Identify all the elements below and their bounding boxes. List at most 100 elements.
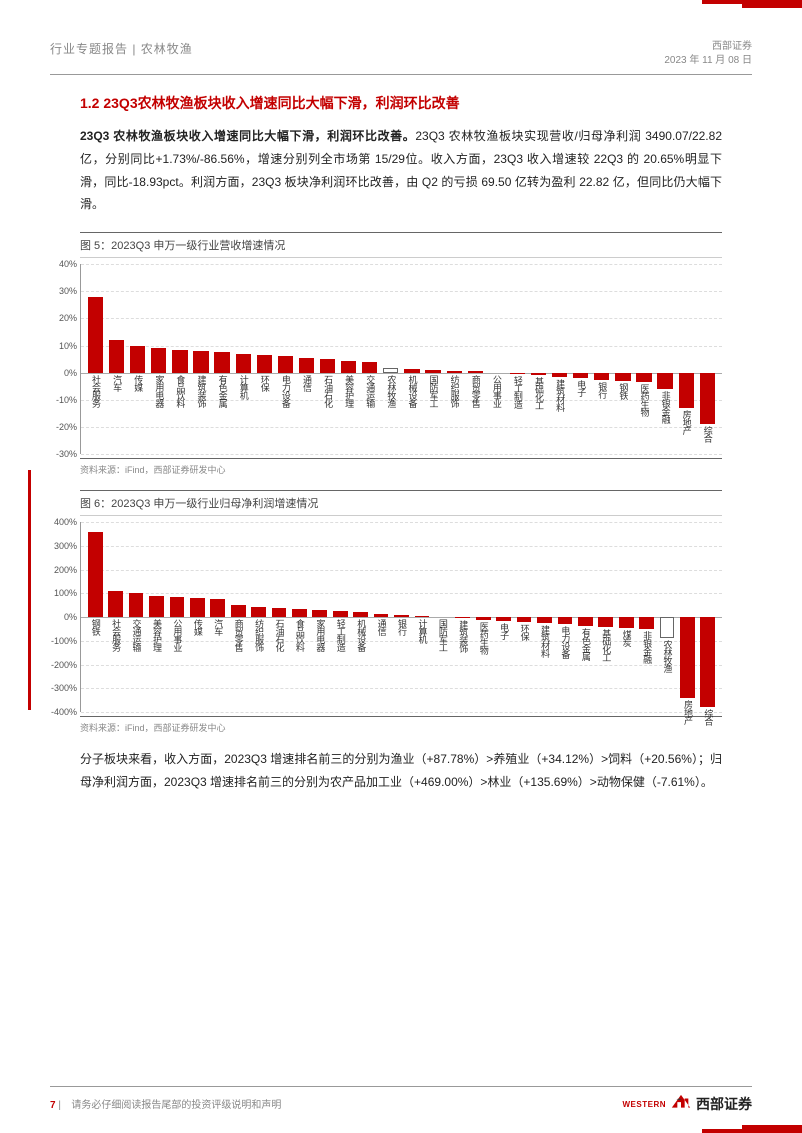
y-tick: 0% — [64, 612, 77, 622]
bottom-accent-2 — [702, 1129, 742, 1133]
bar-label: 农林牧渔 — [663, 640, 672, 672]
header-date: 2023 年 11 月 08 日 — [664, 54, 752, 68]
y-tick: -10% — [56, 395, 77, 405]
bar — [231, 605, 246, 617]
bar-label: 通信 — [302, 375, 311, 391]
bar — [425, 370, 440, 373]
logo-text: 西部证券 — [696, 1094, 752, 1114]
bar — [573, 373, 588, 378]
bar-label: 家用电器 — [315, 619, 324, 651]
bar-label: 公用事业 — [492, 375, 501, 407]
bar — [531, 373, 546, 376]
bar — [149, 596, 164, 617]
bar — [236, 354, 251, 373]
top-accent-2 — [702, 0, 742, 4]
bar — [578, 617, 593, 625]
bar — [657, 373, 672, 389]
paragraph-2: 分子板块来看，收入方面，2023Q3 增速排名前三的分别为渔业（+87.78%）… — [80, 748, 722, 794]
bar-label: 通信 — [377, 619, 386, 635]
bar-label: 建筑装饰 — [197, 375, 206, 407]
page-header: 行业专题报告 | 农林牧渔 西部证券 2023 年 11 月 08 日 — [50, 40, 752, 75]
bar — [251, 607, 266, 618]
y-tick: -400% — [51, 707, 77, 717]
bar-label: 美容护理 — [152, 619, 161, 651]
bar-label: 美容护理 — [344, 375, 353, 407]
footer-left: 7 | 请务必仔细阅读报告尾部的投资评级说明和声明 — [50, 1095, 281, 1113]
y-tick: -30% — [56, 449, 77, 459]
bar-label: 农林牧渔 — [386, 375, 395, 407]
bar — [172, 350, 187, 373]
bar-label: 交通运输 — [132, 619, 141, 651]
bar — [129, 593, 144, 617]
bar-label: 社会服务 — [111, 619, 120, 651]
y-tick: 200% — [54, 565, 77, 575]
bar-label: 国防军工 — [429, 375, 438, 407]
bar — [558, 617, 573, 624]
bar-label: 社会服务 — [91, 375, 100, 407]
bar — [455, 617, 470, 618]
bar-label: 房地产 — [683, 700, 692, 724]
page: 行业专题报告 | 农林牧渔 西部证券 2023 年 11 月 08 日 1.2 … — [0, 0, 802, 1133]
y-tick: -300% — [51, 683, 77, 693]
y-tick: 30% — [59, 286, 77, 296]
y-tick: 10% — [59, 341, 77, 351]
chart-5: -30%-20%-10%0%10%20%30%40%社会服务汽车传媒家用电器食品… — [80, 264, 722, 459]
bar-label: 石油石化 — [275, 619, 284, 651]
bar-label: 银行 — [597, 382, 606, 398]
bar-label: 电子 — [576, 380, 585, 396]
bar-label: 有色金属 — [581, 628, 590, 660]
bar-label: 公用事业 — [172, 619, 181, 651]
page-number: 7 — [50, 1100, 56, 1111]
bar — [299, 358, 314, 373]
bar — [615, 373, 630, 381]
bar-label: 银行 — [397, 619, 406, 635]
bar — [700, 617, 715, 707]
bar-label: 传媒 — [133, 375, 142, 391]
bar — [108, 591, 123, 617]
bar-label: 电子 — [499, 623, 508, 639]
bar-label: 建筑装饰 — [458, 620, 467, 652]
side-accent — [28, 470, 31, 710]
bar-label: 钢铁 — [91, 619, 100, 635]
bar — [510, 373, 525, 374]
bar-label: 电力设备 — [560, 626, 569, 658]
bar-label: 交通运输 — [365, 375, 374, 407]
paragraph-1: 23Q3 农林牧渔板块收入增速同比大幅下滑，利润环比改善。23Q3 农林牧渔板块… — [80, 125, 722, 216]
bar-label: 基础化工 — [601, 629, 610, 661]
bar-label: 汽车 — [112, 375, 121, 391]
bar — [468, 371, 483, 372]
bar — [272, 608, 287, 618]
bar — [383, 368, 398, 373]
bar — [257, 355, 272, 373]
bar-label: 机械设备 — [356, 619, 365, 651]
bar — [394, 615, 409, 617]
y-tick: 40% — [59, 259, 77, 269]
para1-lead: 23Q3 农林牧渔板块收入增速同比大幅下滑，利润环比改善。 — [80, 129, 415, 143]
bar-label: 钢铁 — [618, 383, 627, 399]
bar-label: 计算机 — [239, 375, 248, 399]
bar — [619, 617, 634, 628]
bar — [496, 617, 511, 621]
bar — [374, 614, 389, 618]
bar — [680, 617, 695, 698]
bar — [190, 598, 205, 617]
figure-5-source: 资料来源：iFind，西部证券研发中心 — [80, 463, 722, 476]
bar-label: 纺织服饰 — [254, 619, 263, 651]
bar — [292, 609, 307, 617]
bar — [130, 346, 145, 373]
bar — [88, 297, 103, 373]
bar-label: 建筑材料 — [540, 625, 549, 657]
bar-label: 计算机 — [417, 619, 426, 643]
bar-label: 石油石化 — [323, 375, 332, 407]
bar — [636, 373, 651, 383]
bar — [679, 373, 694, 408]
y-tick: 400% — [54, 517, 77, 527]
logo-icon — [670, 1093, 692, 1115]
bar — [404, 369, 419, 373]
bottom-accent — [742, 1125, 802, 1133]
bar — [312, 610, 327, 617]
bar-label: 煤炭 — [622, 630, 631, 646]
bar — [517, 617, 532, 622]
bar-label: 汽车 — [213, 619, 222, 635]
footer-disclaimer: 请务必仔细阅读报告尾部的投资评级说明和声明 — [71, 1100, 281, 1111]
